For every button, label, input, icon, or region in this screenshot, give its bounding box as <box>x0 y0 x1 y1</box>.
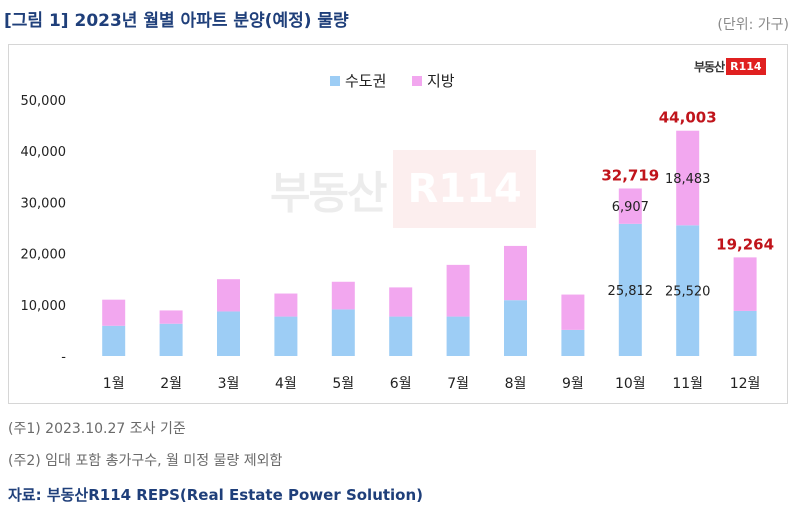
y-tick-label: 10,000 <box>21 299 67 314</box>
x-tick-label: 5월 <box>332 376 354 392</box>
footnote-2: (주2) 임대 포함 총가구수, 월 미정 물량 제외함 <box>8 453 283 469</box>
bar-segment-local <box>331 281 355 310</box>
data-label: 18,483 <box>665 172 711 187</box>
unit-label: (단위: 가구) <box>717 17 789 33</box>
x-tick-label: 11월 <box>672 376 703 392</box>
footnote-1: (주1) 2023.10.27 조사 기준 <box>8 421 186 437</box>
brand-logo: 부동산 R114 <box>694 58 766 75</box>
x-tick-label: 1월 <box>103 376 125 392</box>
brand-logo-text: 부동산 <box>694 60 725 74</box>
bar-segment-metro <box>102 325 126 356</box>
source-label: 자료: 부동산R114 REPS(Real Estate Power Solut… <box>8 486 424 504</box>
legend-label: 지방 <box>427 72 455 90</box>
bar-segment-metro <box>274 316 298 356</box>
bar-segment-metro <box>504 300 527 356</box>
x-tick-label: 3월 <box>218 376 240 392</box>
legend-label: 수도권 <box>345 72 386 90</box>
total-label: 44,003 <box>659 109 717 127</box>
x-tick-label: 10월 <box>615 376 646 392</box>
bar-segment-local <box>561 294 585 330</box>
x-tick-label: 2월 <box>160 376 182 392</box>
bar-segment-local <box>389 287 413 317</box>
data-label: 6,907 <box>612 200 649 215</box>
bar-segment-local <box>217 279 240 312</box>
bar-segment-local <box>159 310 183 324</box>
brand-logo-mark: R114 <box>726 58 766 75</box>
bar-segment-metro <box>676 225 700 356</box>
y-tick-label: 30,000 <box>21 196 67 211</box>
bar-segment-metro <box>389 316 413 356</box>
bar-segment-local <box>733 257 757 311</box>
legend-swatch <box>412 76 422 86</box>
x-tick-label: 7월 <box>447 376 469 392</box>
y-tick-label: 20,000 <box>21 248 67 263</box>
y-tick-label: 40,000 <box>21 145 67 160</box>
bar-segment-metro <box>561 329 585 356</box>
bar-segment-metro <box>446 316 470 356</box>
bar-segment-local <box>446 264 470 317</box>
bar-segment-local <box>102 299 126 326</box>
data-label: 25,520 <box>665 285 711 300</box>
bar-segment-local <box>274 293 298 317</box>
data-label: 25,812 <box>608 284 654 299</box>
bar-segment-metro <box>217 311 240 356</box>
chart-title: [그림 1] 2023년 월별 아파트 분양(예정) 물량 <box>4 11 349 31</box>
x-tick-label: 8월 <box>505 376 527 392</box>
bar-segment-metro <box>618 223 642 356</box>
legend-swatch <box>330 76 340 86</box>
x-tick-label: 9월 <box>562 376 584 392</box>
x-tick-label: 12월 <box>730 376 761 392</box>
bar-segment-local <box>618 188 642 224</box>
total-label: 32,719 <box>601 166 659 184</box>
bar-segment-local <box>504 245 527 301</box>
bar-segment-metro <box>159 323 183 356</box>
bar-segment-metro <box>733 310 757 356</box>
bar-segment-local <box>676 130 700 226</box>
stacked-bar-chart: - 10,000 20,000 30,000 40,000 50,000 1월 2월 3월 4월 5… <box>21 72 775 392</box>
x-tick-label: 4월 <box>275 376 297 392</box>
total-label: 19,264 <box>716 235 774 253</box>
y-tick-label: 50,000 <box>21 94 67 109</box>
bar-segment-metro <box>331 309 355 356</box>
x-tick-label: 6월 <box>390 376 412 392</box>
y-tick-label: - <box>61 350 66 365</box>
